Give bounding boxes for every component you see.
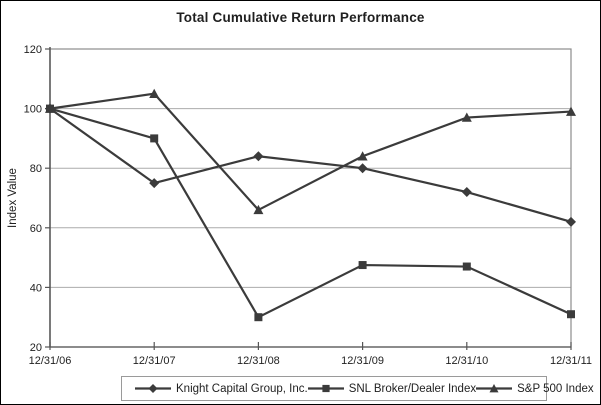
- square-data-marker: [254, 313, 263, 322]
- legend-item-snl-broker-dealer: SNL Broker/Dealer Index: [307, 382, 477, 395]
- series-line-triangle: [49, 92, 572, 212]
- legend-item-knight-capital: Knight Capital Group, Inc.: [135, 383, 308, 395]
- triangle-data-marker: [357, 151, 368, 161]
- diamond-data-marker: [566, 216, 576, 227]
- legend: Knight Capital Group, Inc. SNL Broker/De…: [121, 376, 594, 401]
- y-tick-label: 60: [30, 223, 42, 235]
- legend-label: Knight Capital Group, Inc.: [176, 382, 308, 395]
- triangle-data-marker: [253, 204, 264, 215]
- series-line-diamond: [49, 107, 572, 223]
- triangle-data-marker: [461, 112, 472, 122]
- diamond-data-marker: [357, 163, 368, 174]
- y-tick-label: 120: [24, 44, 42, 56]
- y-axis-title: Index Value: [7, 168, 19, 228]
- triangle-data-marker: [566, 106, 576, 116]
- plot-border: [49, 48, 572, 348]
- square-data-marker: [567, 310, 575, 319]
- square-legend-marker: [322, 384, 330, 393]
- square-data-marker: [462, 262, 471, 271]
- x-tick-label: 12/31/06: [29, 355, 72, 367]
- triangle-data-marker: [149, 88, 160, 98]
- y-tick-label: 80: [30, 163, 42, 175]
- x-tick-label: 12/31/08: [237, 355, 280, 367]
- diamond-legend-marker: [148, 384, 158, 393]
- x-tick-label: 12/31/07: [133, 355, 176, 367]
- triangle-marker-icon: [476, 384, 513, 393]
- legend-label: SNL Broker/Dealer Index: [348, 382, 477, 395]
- diamond-marker-icon: [135, 384, 171, 393]
- x-tick-label: 12/31/11: [550, 355, 592, 367]
- y-tick-label: 40: [30, 282, 42, 294]
- diamond-data-marker: [149, 178, 160, 189]
- triangle-legend-marker: [489, 384, 499, 393]
- triangle-data-marker: [45, 103, 55, 113]
- y-tick-label: 20: [30, 342, 42, 354]
- diamond-data-marker: [461, 187, 472, 198]
- legend-item-sp500: S&P 500 Index: [476, 383, 594, 395]
- square-data-marker: [150, 134, 159, 143]
- series-line-square: [49, 107, 572, 319]
- chart-title: Total Cumulative Return Performance: [176, 10, 425, 25]
- diamond-data-marker: [253, 151, 264, 162]
- y-tick-label: 100: [24, 104, 42, 116]
- legend-label: S&P 500 Index: [517, 382, 594, 395]
- x-tick-label: 12/31/10: [445, 355, 488, 367]
- x-tick-label: 12/31/09: [341, 355, 384, 367]
- square-marker-icon: [307, 384, 344, 393]
- square-data-marker: [358, 261, 367, 270]
